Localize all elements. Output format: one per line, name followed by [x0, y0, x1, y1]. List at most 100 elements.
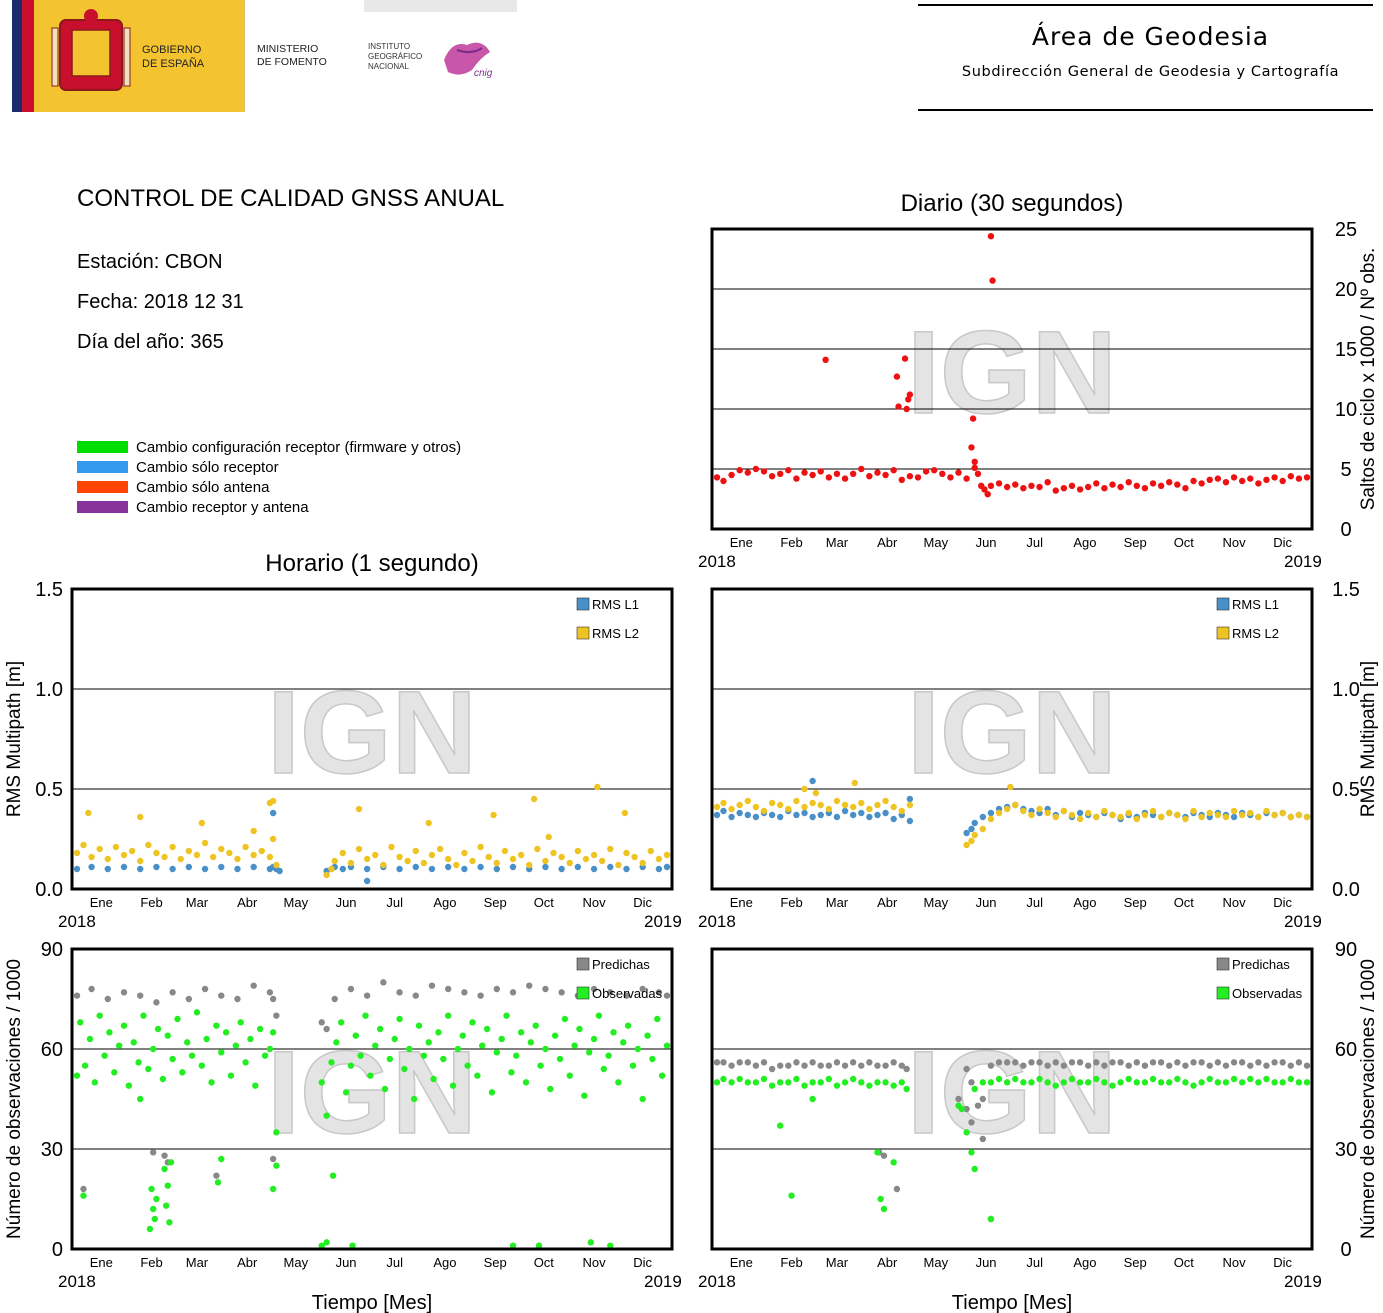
data-point: [355, 805, 363, 813]
data-point: [342, 1089, 350, 1096]
plot-frame: [70, 587, 674, 891]
ign-watermark: IGN: [267, 1027, 477, 1159]
data-point: [817, 468, 824, 475]
data-point: [73, 992, 81, 999]
data-point: [841, 801, 849, 809]
eu-flag-strip: [12, 0, 22, 112]
cnig-logo-icon: [444, 42, 490, 75]
data-point: [88, 853, 95, 861]
data-point: [266, 1045, 274, 1053]
data-point: [903, 1085, 910, 1093]
y-tick-label: 1.5: [35, 579, 63, 601]
x-tick-label: Feb: [780, 1255, 802, 1270]
x-tick-label: Nov: [1222, 535, 1246, 550]
data-point: [1166, 479, 1173, 486]
doy-label: Día del año: 365: [77, 331, 224, 353]
data-point: [509, 989, 517, 996]
data-point: [1222, 813, 1230, 821]
y-tick-label: 0: [1340, 1239, 1351, 1261]
data-point: [1238, 477, 1246, 485]
data-point: [1101, 1079, 1108, 1086]
data-point: [971, 831, 978, 839]
data-point: [120, 863, 128, 871]
data-point: [825, 805, 833, 813]
data-point: [273, 1012, 280, 1019]
data-point: [250, 863, 257, 871]
data-point: [153, 999, 160, 1006]
data-point: [73, 849, 81, 857]
data-point: [624, 1022, 632, 1029]
data-point: [1028, 482, 1035, 489]
data-point: [509, 855, 517, 863]
data-point: [534, 845, 541, 853]
legend-item-antenna: Cambio sólo antena: [77, 477, 461, 497]
data-point: [1133, 1079, 1141, 1086]
series-rms-l2: [73, 783, 671, 879]
data-point: [768, 1065, 776, 1073]
data-point: [930, 467, 938, 474]
data-point: [1198, 1079, 1205, 1086]
data-point: [1263, 807, 1270, 815]
y-tick-label: 0.5: [1332, 779, 1360, 801]
data-point: [752, 1079, 760, 1086]
data-point: [971, 1085, 978, 1093]
data-point: [1044, 809, 1051, 817]
data-point: [1068, 811, 1076, 819]
data-point: [841, 1079, 849, 1086]
data-point: [1141, 1079, 1149, 1086]
data-point: [323, 1239, 330, 1246]
data-point: [833, 813, 841, 821]
data-point: [436, 845, 444, 853]
x-tick-label: Dic: [1273, 1255, 1292, 1270]
data-point: [655, 855, 663, 863]
area-title: Área de Geodesia: [1031, 22, 1270, 51]
data-point: [713, 1079, 721, 1086]
data-point: [1206, 809, 1213, 817]
y-tick-label: 30: [1335, 1139, 1357, 1161]
data-point: [1093, 1059, 1100, 1066]
x-tick-label: Jun: [976, 535, 997, 550]
data-point: [995, 1059, 1003, 1066]
data-point: [877, 1195, 884, 1203]
x-end-label: 2019: [644, 912, 682, 931]
data-point: [1279, 809, 1286, 817]
data-point: [1044, 1062, 1051, 1069]
x-end-label: 2019: [644, 1272, 682, 1291]
data-point: [817, 801, 824, 809]
data-point: [1255, 813, 1262, 821]
data-point: [80, 841, 87, 849]
data-point: [80, 1192, 87, 1199]
data-point: [1303, 474, 1311, 481]
data-point: [768, 811, 776, 819]
data-point: [179, 1069, 186, 1076]
data-point: [1012, 1059, 1019, 1066]
data-point: [1255, 480, 1262, 487]
data-point: [1012, 481, 1019, 488]
data-point: [104, 995, 111, 1003]
data-point: [323, 871, 330, 879]
data-point: [85, 809, 92, 817]
legend-swatch: [576, 986, 590, 1000]
data-point: [895, 403, 902, 410]
data-point: [1007, 783, 1014, 791]
data-point: [404, 857, 411, 865]
data-point: [104, 855, 111, 863]
data-point: [989, 277, 996, 284]
data-point: [833, 1059, 841, 1066]
data-point: [1295, 1079, 1303, 1086]
data-point: [88, 985, 95, 993]
x-tick-label: Mar: [826, 535, 849, 550]
data-point: [882, 809, 889, 817]
x-tick-label: Sep: [1124, 535, 1147, 550]
x-tick-label: Abr: [237, 1255, 258, 1270]
data-point: [222, 1029, 230, 1036]
x-tick-label: Oct: [534, 895, 555, 910]
data-point: [137, 857, 144, 865]
coat-of-arms-icon: [51, 9, 131, 91]
data-point: [987, 1215, 995, 1223]
data-point: [607, 845, 614, 853]
data-point: [801, 1062, 808, 1069]
data-point: [971, 458, 978, 465]
data-point: [237, 1019, 244, 1026]
